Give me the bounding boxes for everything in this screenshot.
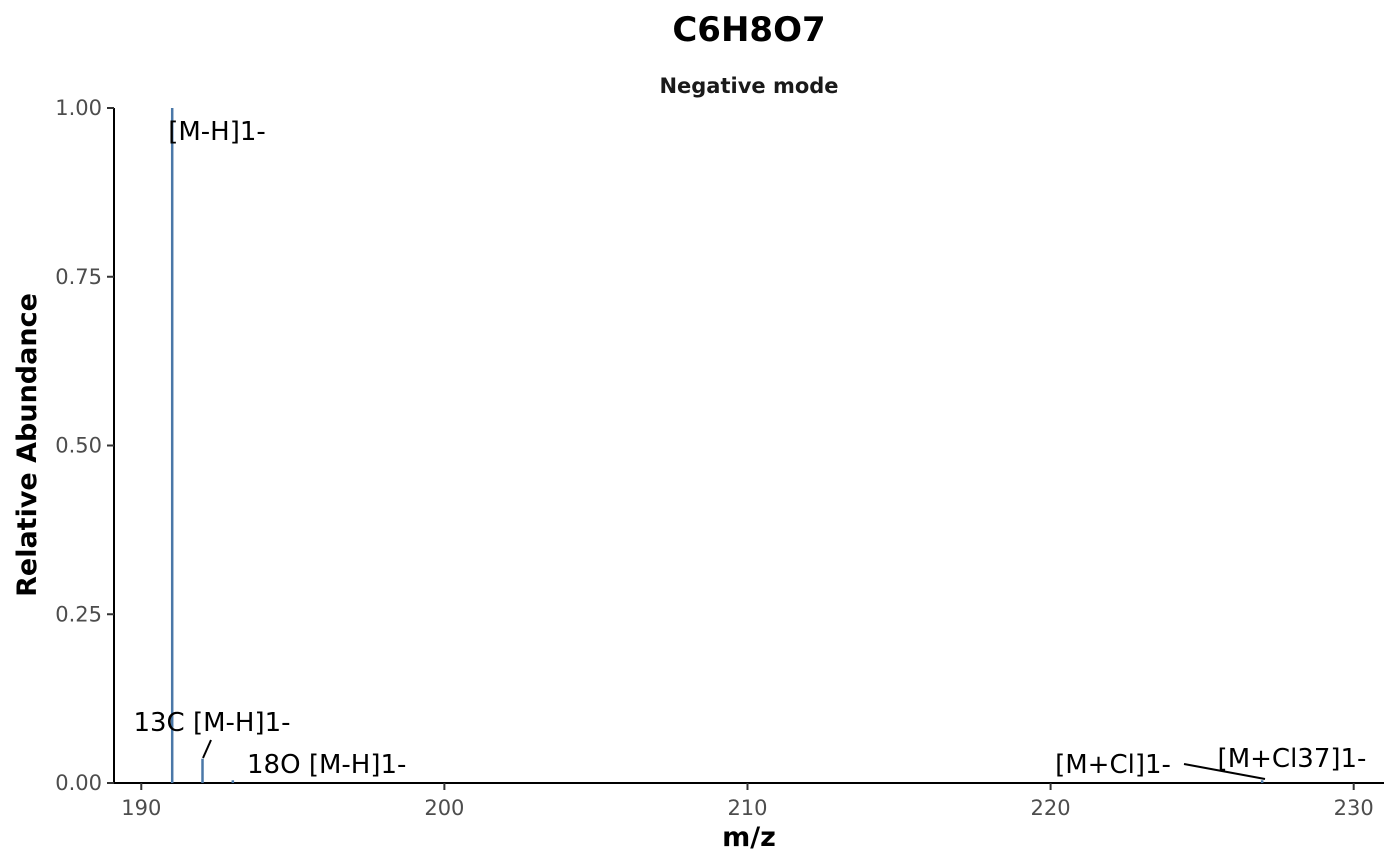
y-tick-label: 0.50 (55, 434, 102, 458)
peak-label: 18O [M-H]1- (247, 750, 406, 780)
x-tick-label: 190 (121, 796, 161, 820)
y-axis-title: Relative Abundance (12, 293, 43, 597)
x-tick-label: 210 (727, 796, 767, 820)
x-axis-title: m/z (722, 822, 776, 853)
peak-label-leader (202, 739, 212, 759)
peak-label: [M+Cl]1- (1055, 750, 1171, 780)
chart-subtitle: Negative mode (659, 74, 838, 98)
x-tick-label: 230 (1334, 796, 1374, 820)
y-tick-label: 0.25 (55, 602, 102, 626)
peak-label: [M-H]1- (168, 117, 266, 147)
y-tick-label: 0.00 (55, 771, 102, 795)
chart-title: C6H8O7 (672, 10, 825, 50)
peak-label: [M+Cl37]1- (1218, 744, 1367, 774)
x-tick-label: 200 (424, 796, 464, 820)
y-tick-label: 1.00 (55, 96, 102, 120)
peak-label: 13C [M-H]1- (133, 708, 290, 738)
x-tick-label: 220 (1031, 796, 1071, 820)
plot-area: 0.00 0.25 0.50 0.75 1.00 190 200 210 220 230 [M-H]… (55, 96, 1384, 820)
peak-label-leader (1183, 763, 1266, 780)
y-tick-label: 0.75 (55, 265, 102, 289)
